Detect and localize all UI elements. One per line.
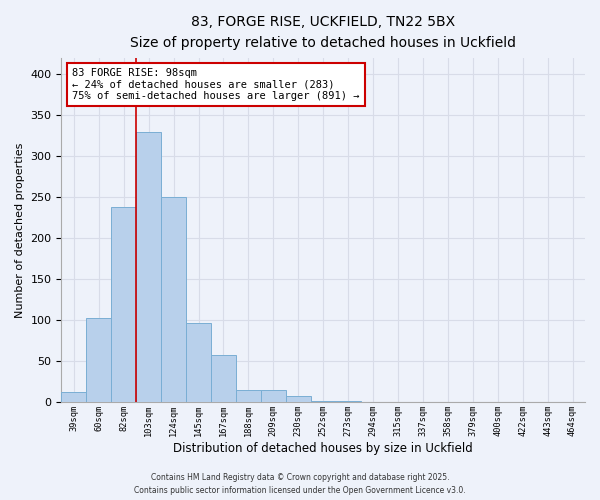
Bar bbox=[311, 400, 335, 402]
Bar bbox=[161, 197, 186, 402]
Bar bbox=[286, 396, 311, 402]
Bar bbox=[261, 390, 286, 402]
Bar bbox=[211, 354, 236, 402]
Bar bbox=[186, 324, 211, 402]
Bar bbox=[236, 390, 261, 402]
Title: 83, FORGE RISE, UCKFIELD, TN22 5BX
Size of property relative to detached houses : 83, FORGE RISE, UCKFIELD, TN22 5BX Size … bbox=[130, 15, 516, 50]
Bar bbox=[111, 207, 136, 402]
Text: Contains HM Land Registry data © Crown copyright and database right 2025.
Contai: Contains HM Land Registry data © Crown c… bbox=[134, 474, 466, 495]
Y-axis label: Number of detached properties: Number of detached properties bbox=[15, 142, 25, 318]
Bar bbox=[86, 318, 111, 402]
Bar bbox=[136, 132, 161, 402]
Text: 83 FORGE RISE: 98sqm
← 24% of detached houses are smaller (283)
75% of semi-deta: 83 FORGE RISE: 98sqm ← 24% of detached h… bbox=[72, 68, 359, 101]
Bar bbox=[61, 392, 86, 402]
X-axis label: Distribution of detached houses by size in Uckfield: Distribution of detached houses by size … bbox=[173, 442, 473, 455]
